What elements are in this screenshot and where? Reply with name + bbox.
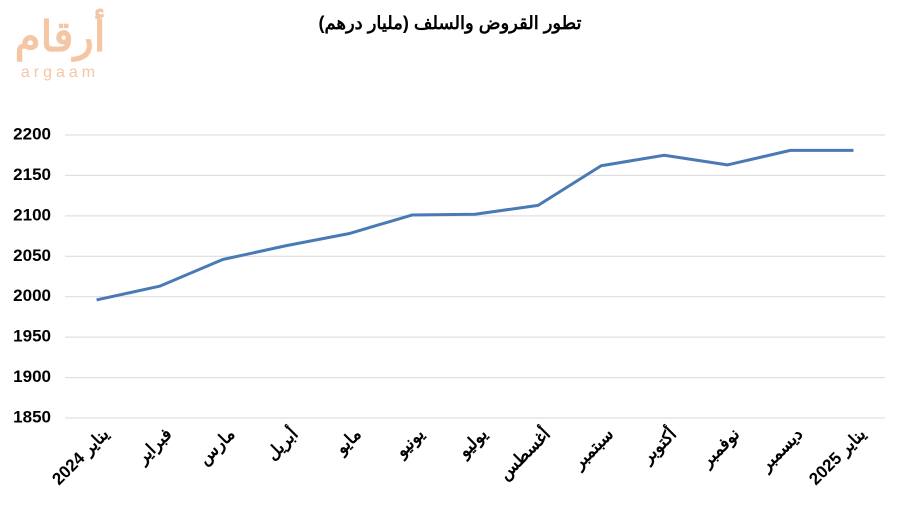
y-tick-label: 2150 bbox=[13, 165, 51, 184]
x-tick-label: فبراير bbox=[131, 425, 176, 470]
watermark-logo: أرقام bbox=[15, 8, 106, 62]
watermark-text: argaam bbox=[21, 64, 99, 81]
x-tick-label: أغسطس bbox=[493, 422, 555, 484]
x-tick-label: مايو bbox=[330, 425, 365, 460]
x-tick-label: نوفمبر bbox=[696, 425, 744, 473]
chart-title: تطور القروض والسلف (مليار درهم) bbox=[319, 13, 582, 34]
x-tick-label: أكتوبر bbox=[634, 422, 681, 469]
y-tick-label: 2050 bbox=[13, 246, 51, 265]
y-tick-label: 2200 bbox=[13, 124, 51, 143]
y-tick-label: 1900 bbox=[13, 367, 51, 386]
y-tick-label: 1950 bbox=[13, 327, 51, 346]
y-tick-label: 1850 bbox=[13, 407, 51, 426]
y-tick-label: 2100 bbox=[13, 205, 51, 224]
x-tick-label: ديسمبر bbox=[755, 425, 807, 477]
x-tick-label: سبتمبر bbox=[568, 425, 618, 475]
x-tick-label: مارس bbox=[195, 425, 240, 470]
x-tick-label: يونيو bbox=[390, 424, 428, 462]
data-line bbox=[96, 148, 854, 302]
x-tick-label: يناير 2025 bbox=[805, 424, 870, 489]
y-tick-label: 2000 bbox=[13, 286, 51, 305]
x-tick-label: يناير 2024 bbox=[48, 424, 113, 489]
x-tick-label: أبريل bbox=[260, 422, 302, 464]
x-tick-label: يوليو bbox=[453, 424, 492, 463]
